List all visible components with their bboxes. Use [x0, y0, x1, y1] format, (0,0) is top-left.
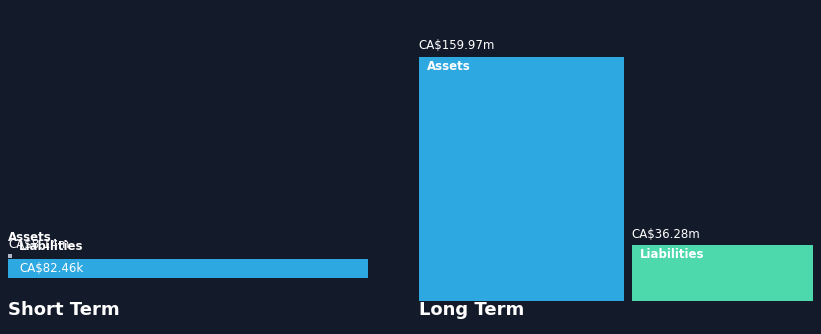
- Bar: [631, 245, 813, 301]
- Text: CA$82.46k: CA$82.46k: [19, 263, 83, 276]
- Text: Assets: Assets: [8, 231, 52, 244]
- Text: Liabilities: Liabilities: [19, 239, 84, 253]
- Text: Assets: Assets: [427, 59, 470, 72]
- Bar: [8, 259, 368, 278]
- Text: Liabilities: Liabilities: [640, 248, 704, 261]
- Text: CA$36.28m: CA$36.28m: [631, 227, 700, 240]
- Bar: [8, 254, 11, 258]
- Text: CA$8.14m: CA$8.14m: [8, 238, 70, 251]
- Text: CA$159.97m: CA$159.97m: [419, 39, 495, 52]
- Bar: [419, 57, 624, 301]
- Text: Short Term: Short Term: [8, 301, 120, 319]
- Text: Long Term: Long Term: [419, 301, 524, 319]
